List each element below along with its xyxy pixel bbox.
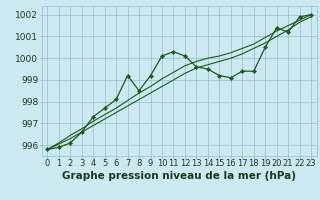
X-axis label: Graphe pression niveau de la mer (hPa): Graphe pression niveau de la mer (hPa) bbox=[62, 171, 296, 181]
